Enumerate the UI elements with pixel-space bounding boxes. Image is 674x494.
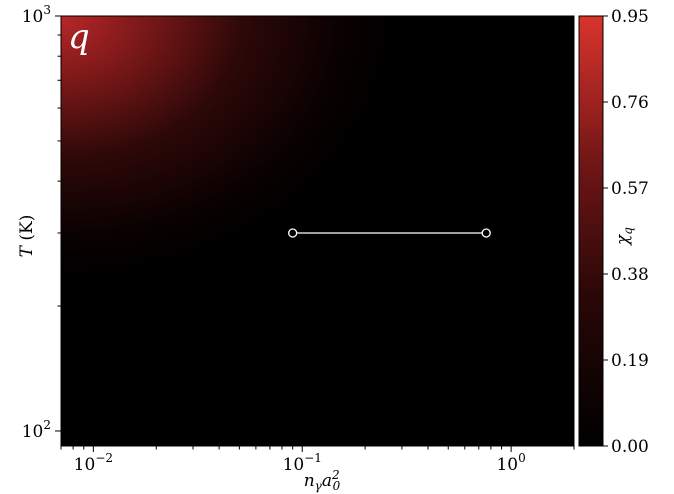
heatmap-gradient [61,16,574,446]
colorbar-ticks: 0.00 0.19 0.38 0.57 0.76 0.95 [603,7,649,457]
segment-endpoint [288,228,298,238]
y-tick-label: 102 [22,418,51,442]
colorbar-label: χq [613,227,635,246]
x-axis-label: nγa2 0 [304,468,341,493]
colorbar-tick-label: 0.76 [611,93,649,113]
y-tick-label: 103 [22,3,51,27]
colorbar-tick-label: 0.57 [611,179,649,199]
colorbar-tick-label: 0.00 [611,437,649,457]
colorbar-tick-label: 0.95 [611,7,649,27]
x-tick-label: 10−2 [74,451,113,475]
colorbar-tick-label: 0.19 [611,351,649,371]
colorbar [578,15,604,447]
x-tick-label: 100 [496,451,525,475]
y-axis-label: T (K) [17,215,37,258]
x-axis: 10−2 10−1 100 [60,446,575,475]
colorbar-tick-label: 0.38 [611,265,649,285]
plot-frame [60,15,575,447]
marker-segment [288,228,491,238]
x-tick-label: 10−1 [283,451,322,475]
y-axis: 102 103 [22,3,61,442]
heatmap-field [61,16,574,446]
panel-letter: q [68,17,90,57]
segment-endpoint [481,228,491,238]
